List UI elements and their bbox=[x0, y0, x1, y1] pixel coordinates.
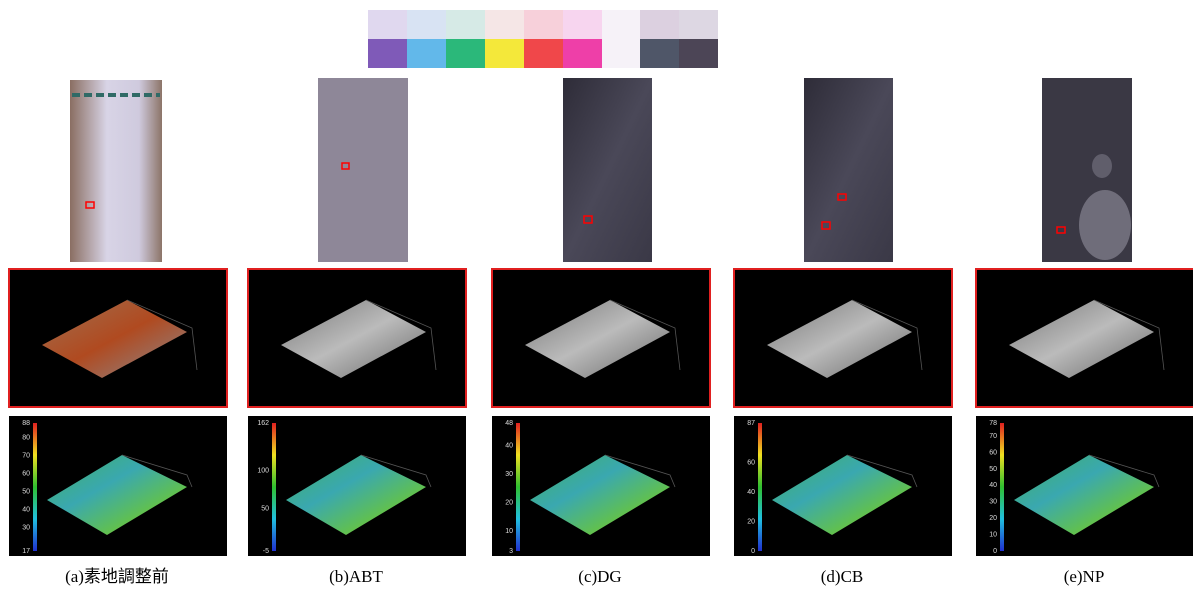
colorbar bbox=[33, 423, 37, 551]
colorbar-tick-label: 50 bbox=[989, 466, 997, 473]
colorbar-tick-label: 70 bbox=[22, 452, 30, 459]
colorbar-tick-label: 78 bbox=[989, 420, 997, 427]
colorbar-tick-label: 40 bbox=[747, 489, 755, 496]
colorbar-tick-label: 100 bbox=[257, 467, 269, 474]
colorbar-tick-label: 30 bbox=[505, 471, 513, 478]
panels: 8880706050403017(a)素地調整前16210050-5(b)ABT… bbox=[9, 269, 1193, 586]
caption: (b)ABT bbox=[329, 567, 383, 586]
colorbar-tick-label: 17 bbox=[22, 548, 30, 555]
colorbar-tick-label: -5 bbox=[263, 548, 269, 555]
colorbar-tick-label: 60 bbox=[22, 470, 30, 477]
caption: (c)DG bbox=[578, 567, 621, 586]
colorbar-tick-label: 80 bbox=[22, 434, 30, 441]
colorbar-tick-label: 60 bbox=[989, 449, 997, 456]
caption: (e)NP bbox=[1064, 567, 1105, 586]
sample-photos bbox=[70, 78, 1132, 262]
colorbar-tick-label: 60 bbox=[747, 460, 755, 467]
colorbar-tick-label: 20 bbox=[505, 499, 513, 506]
colorbar-tick-label: 48 bbox=[505, 420, 513, 427]
colorbar-tick-label: 30 bbox=[989, 499, 997, 506]
colorbar-tick-label: 3 bbox=[509, 548, 513, 555]
colorbar bbox=[758, 423, 762, 551]
colorbar-tick-label: 0 bbox=[993, 548, 997, 555]
colorbar-tick-label: 10 bbox=[505, 528, 513, 535]
caption: (a)素地調整前 bbox=[65, 567, 169, 586]
colorbar bbox=[1000, 423, 1004, 551]
colorbar-tick-label: 50 bbox=[22, 488, 30, 495]
colorbar-tick-label: 40 bbox=[505, 443, 513, 450]
colorbar bbox=[272, 423, 276, 551]
colorbar-tick-label: 20 bbox=[989, 515, 997, 522]
colorbar-tick-label: 20 bbox=[747, 518, 755, 525]
caption: (d)CB bbox=[821, 567, 864, 586]
color-chart bbox=[368, 10, 718, 68]
colorbar-tick-label: 40 bbox=[22, 506, 30, 513]
colorbar-tick-label: 30 bbox=[22, 524, 30, 531]
colorbar-tick-label: 87 bbox=[747, 420, 755, 427]
colorbar-tick-label: 88 bbox=[22, 420, 30, 427]
colorbar-tick-label: 40 bbox=[989, 482, 997, 489]
colorbar bbox=[516, 423, 520, 551]
figure: 8880706050403017(a)素地調整前16210050-5(b)ABT… bbox=[0, 0, 1193, 591]
colorbar-tick-label: 0 bbox=[751, 548, 755, 555]
colorbar-tick-label: 50 bbox=[261, 506, 269, 513]
colorbar-tick-label: 70 bbox=[989, 433, 997, 440]
colorbar-tick-label: 162 bbox=[257, 420, 269, 427]
colorbar-tick-label: 10 bbox=[989, 531, 997, 538]
